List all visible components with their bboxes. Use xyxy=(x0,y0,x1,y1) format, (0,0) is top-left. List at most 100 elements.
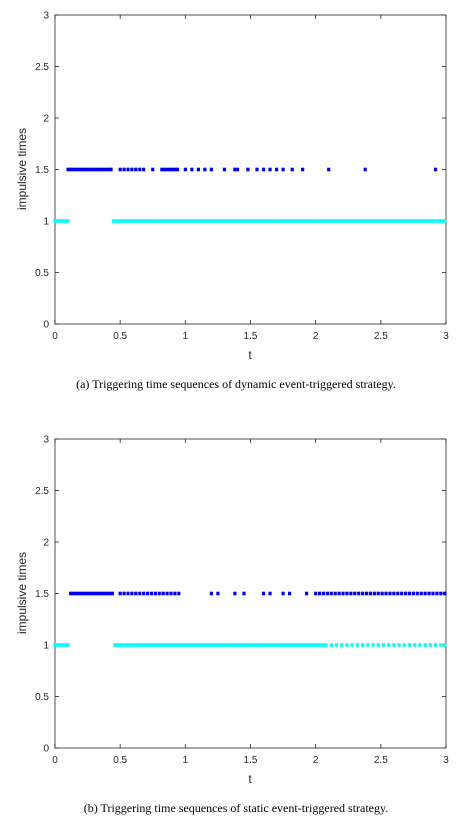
data-point xyxy=(71,591,75,596)
caption: (b) Triggering time sequences of static … xyxy=(84,801,388,815)
data-point xyxy=(140,219,144,223)
data-point xyxy=(306,643,310,647)
data-point xyxy=(145,219,150,223)
y-axis-label: impulsive times xyxy=(15,552,29,634)
data-point xyxy=(194,643,198,647)
data-point xyxy=(295,643,300,647)
data-point xyxy=(409,219,413,223)
data-point xyxy=(69,591,73,596)
data-point xyxy=(317,219,322,223)
data-point xyxy=(268,591,272,596)
data-point xyxy=(431,591,435,596)
data-point xyxy=(414,219,418,223)
data-point xyxy=(274,643,279,647)
data-point xyxy=(383,219,387,223)
data-point xyxy=(241,643,245,647)
data-point xyxy=(161,591,165,596)
data-point xyxy=(302,219,306,223)
data-point xyxy=(97,591,101,596)
data-point xyxy=(95,591,99,596)
x-tick-label: 1 xyxy=(183,755,189,766)
data-point xyxy=(327,167,331,172)
data-point xyxy=(138,591,142,596)
data-point xyxy=(148,219,152,223)
data-point xyxy=(376,643,380,647)
data-point xyxy=(209,167,213,172)
data-point xyxy=(126,167,130,172)
data-point xyxy=(325,219,329,223)
x-ticks: 0 0.5 1 1.5 2 2.5 3 xyxy=(52,439,449,766)
data-point xyxy=(324,643,328,647)
data-point xyxy=(61,219,65,223)
data-point xyxy=(188,643,193,647)
data-point xyxy=(109,167,113,172)
data-point xyxy=(63,643,68,647)
data-point xyxy=(334,643,339,647)
data-point xyxy=(182,219,186,223)
data-point xyxy=(437,219,442,223)
data-point xyxy=(423,591,427,596)
data-point xyxy=(74,591,78,596)
data-point xyxy=(118,643,122,647)
x-tick-label: 0 xyxy=(52,755,58,766)
data-point xyxy=(139,643,143,647)
data-point xyxy=(277,643,281,647)
data-point xyxy=(126,591,130,596)
series-marks xyxy=(53,167,447,223)
data-point xyxy=(417,219,421,223)
data-point xyxy=(177,219,181,223)
data-point xyxy=(76,591,81,596)
data-point xyxy=(162,643,167,647)
data-point xyxy=(439,643,443,647)
data-point xyxy=(293,643,297,647)
data-point xyxy=(224,219,228,223)
data-point xyxy=(244,219,249,223)
data-point xyxy=(370,219,374,223)
data-point xyxy=(290,643,294,647)
data-point xyxy=(407,643,412,647)
data-point xyxy=(165,167,169,172)
data-point xyxy=(299,219,303,223)
data-point xyxy=(272,643,276,647)
data-point xyxy=(215,643,219,647)
data-point xyxy=(265,219,270,223)
data-point xyxy=(250,219,254,223)
data-point xyxy=(331,219,335,223)
data-point xyxy=(384,591,388,596)
data-point xyxy=(323,219,327,223)
data-point xyxy=(155,643,159,647)
data-point xyxy=(304,591,309,596)
data-point xyxy=(314,591,318,596)
data-point xyxy=(357,219,361,223)
data-point xyxy=(235,167,240,172)
data-point xyxy=(281,167,285,172)
data-point xyxy=(396,219,400,223)
data-point xyxy=(298,643,302,647)
data-point xyxy=(132,219,137,223)
data-point xyxy=(290,167,294,172)
data-point xyxy=(222,643,227,647)
y-tick-label: 0 xyxy=(43,320,49,331)
data-point xyxy=(255,167,259,172)
data-point xyxy=(237,219,241,223)
data-point xyxy=(362,219,366,223)
data-point xyxy=(63,219,68,223)
data-point xyxy=(53,219,57,223)
data-point xyxy=(350,643,354,647)
data-point xyxy=(340,643,344,647)
data-point xyxy=(403,591,408,596)
data-point xyxy=(329,643,333,647)
data-point xyxy=(207,643,211,647)
data-point xyxy=(144,643,148,647)
x-tick-label: 3 xyxy=(443,331,449,342)
data-point xyxy=(87,591,91,596)
data-point xyxy=(160,167,164,172)
data-point xyxy=(190,219,194,223)
data-point xyxy=(288,643,292,647)
data-point xyxy=(183,167,187,172)
data-point xyxy=(280,643,284,647)
x-axis-label: t xyxy=(248,348,252,362)
data-point xyxy=(403,219,408,223)
data-point xyxy=(196,643,200,647)
data-point xyxy=(261,591,266,596)
